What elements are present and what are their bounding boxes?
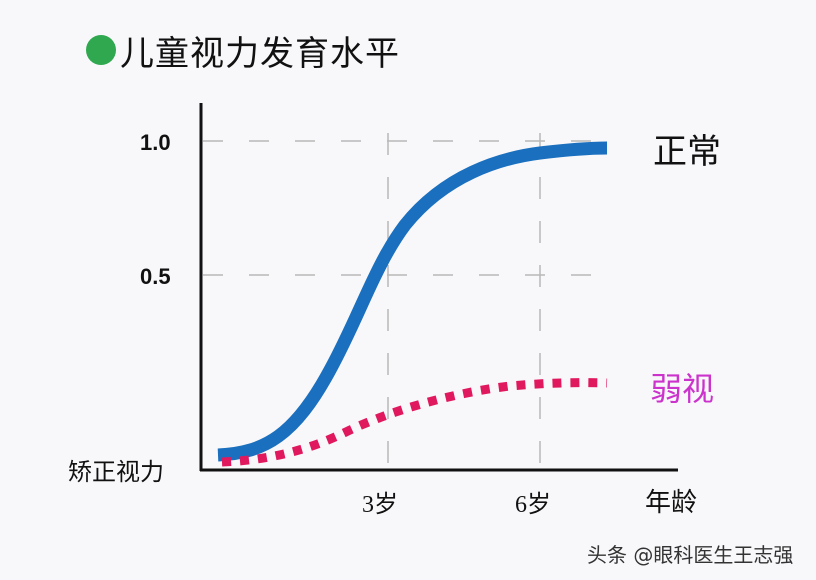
x-axis-label: 年龄 — [645, 488, 698, 518]
chart-title: 儿童视力发育水平 — [86, 28, 400, 74]
y-tick-1-0: 1.0 — [140, 130, 171, 155]
green-dot-icon — [86, 35, 116, 65]
normal-vision-curve — [217, 141, 608, 462]
normal-series-label: 正常 — [653, 132, 721, 172]
y-axis-label: 矫正视力 — [68, 458, 164, 486]
watermark: 头条 @眼科医生王志强 — [587, 543, 794, 567]
y-tick-0-5: 0.5 — [140, 264, 171, 289]
chart-title-text: 儿童视力发育水平 — [120, 33, 400, 74]
amblyopia-series-label: 弱视 — [650, 370, 715, 408]
x-tick-3y: 3岁 — [362, 492, 398, 518]
x-tick-6y: 6岁 — [515, 492, 551, 518]
amblyopia-vision-curve — [221, 378, 608, 467]
